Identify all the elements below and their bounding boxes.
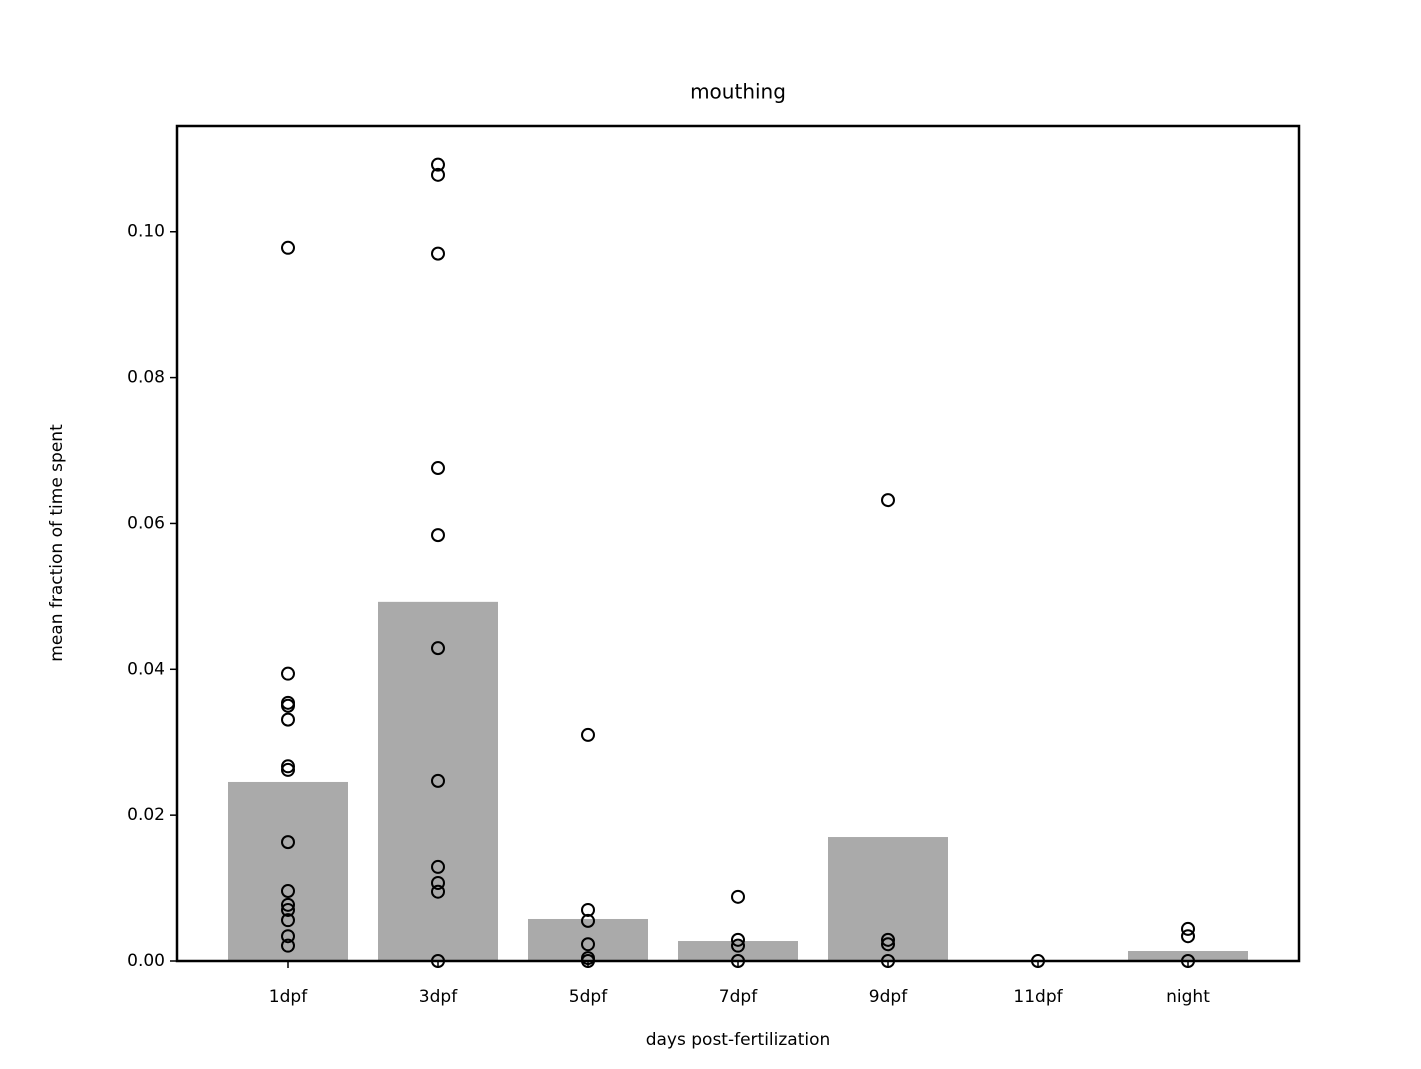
data-point bbox=[281, 698, 295, 713]
chart-title: mouthing bbox=[690, 80, 786, 104]
data-point bbox=[731, 932, 745, 947]
data-point bbox=[431, 157, 445, 172]
data-point bbox=[281, 902, 295, 917]
y-tick-label: 0.10 bbox=[127, 222, 165, 242]
plot-frame bbox=[175, 124, 1301, 963]
data-point bbox=[731, 889, 745, 904]
data-point bbox=[281, 712, 295, 727]
x-axis-label: days post-fertilization bbox=[646, 1030, 831, 1050]
x-tick-label: 7dpf bbox=[719, 987, 758, 1007]
y-tick-label: 0.00 bbox=[127, 951, 165, 971]
data-point bbox=[731, 938, 745, 953]
data-point bbox=[1181, 921, 1195, 936]
data-point bbox=[581, 727, 595, 742]
data-point bbox=[431, 773, 445, 788]
data-point bbox=[881, 493, 895, 508]
x-tick-label: 3dpf bbox=[419, 987, 458, 1007]
x-tick-label: 5dpf bbox=[569, 987, 608, 1007]
data-point bbox=[281, 883, 295, 898]
data-point bbox=[281, 929, 295, 944]
y-tick-label: 0.02 bbox=[127, 805, 165, 825]
data-point bbox=[281, 938, 295, 953]
data-point bbox=[431, 167, 445, 182]
data-point bbox=[281, 759, 295, 774]
y-tick-label: 0.04 bbox=[127, 659, 165, 679]
y-tick-label: 0.08 bbox=[127, 368, 165, 388]
data-point bbox=[881, 937, 895, 952]
data-point bbox=[431, 528, 445, 543]
data-point bbox=[431, 859, 445, 874]
data-point bbox=[281, 240, 295, 255]
x-tick-label: night bbox=[1166, 987, 1210, 1007]
data-point bbox=[431, 246, 445, 261]
data-point bbox=[881, 932, 895, 947]
x-tick-label: 11dpf bbox=[1013, 987, 1063, 1007]
data-point bbox=[431, 884, 445, 899]
data-point bbox=[581, 913, 595, 928]
x-tick-label: 1dpf bbox=[269, 987, 308, 1007]
y-axis-label: mean fraction of time spent bbox=[47, 424, 67, 662]
bar bbox=[378, 601, 498, 961]
data-point bbox=[281, 913, 295, 928]
data-point bbox=[1181, 929, 1195, 944]
data-point bbox=[431, 875, 445, 890]
data-point bbox=[431, 461, 445, 476]
bar bbox=[828, 837, 948, 961]
data-point bbox=[281, 762, 295, 777]
x-tick-label: 9dpf bbox=[869, 987, 908, 1007]
bar bbox=[1128, 951, 1248, 961]
data-point bbox=[431, 641, 445, 656]
y-tick-label: 0.06 bbox=[127, 513, 165, 533]
data-point bbox=[581, 937, 595, 952]
data-point bbox=[281, 835, 295, 850]
data-point bbox=[281, 666, 295, 681]
data-point bbox=[281, 897, 295, 912]
bar bbox=[228, 781, 348, 961]
data-point bbox=[581, 902, 595, 917]
